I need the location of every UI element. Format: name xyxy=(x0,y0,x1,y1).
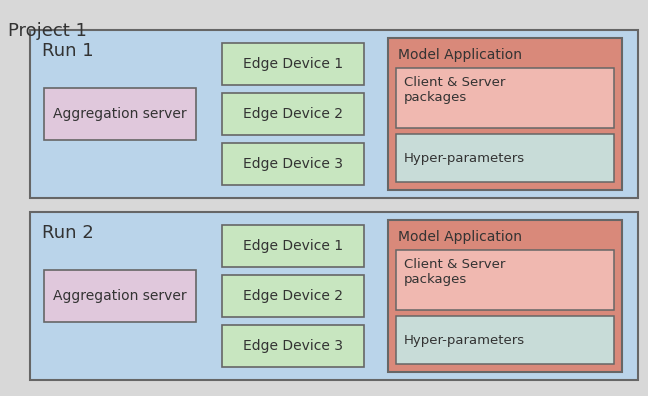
Text: Aggregation server: Aggregation server xyxy=(53,289,187,303)
Text: Hyper-parameters: Hyper-parameters xyxy=(404,152,525,165)
FancyBboxPatch shape xyxy=(30,30,638,198)
Text: Model Application: Model Application xyxy=(398,48,522,62)
Text: Project 1: Project 1 xyxy=(8,22,87,40)
FancyBboxPatch shape xyxy=(222,143,364,185)
FancyBboxPatch shape xyxy=(222,225,364,267)
Text: Run 2: Run 2 xyxy=(42,224,94,242)
FancyBboxPatch shape xyxy=(222,93,364,135)
FancyBboxPatch shape xyxy=(396,250,614,310)
Text: Client & Server
packages: Client & Server packages xyxy=(404,258,505,286)
Text: Edge Device 3: Edge Device 3 xyxy=(243,157,343,171)
Text: Model Application: Model Application xyxy=(398,230,522,244)
Text: Run 1: Run 1 xyxy=(42,42,93,60)
Text: Edge Device 1: Edge Device 1 xyxy=(243,57,343,71)
Text: Edge Device 3: Edge Device 3 xyxy=(243,339,343,353)
FancyBboxPatch shape xyxy=(396,316,614,364)
Text: Edge Device 1: Edge Device 1 xyxy=(243,239,343,253)
FancyBboxPatch shape xyxy=(222,275,364,317)
FancyBboxPatch shape xyxy=(396,68,614,128)
FancyBboxPatch shape xyxy=(388,220,622,372)
FancyBboxPatch shape xyxy=(30,212,638,380)
FancyBboxPatch shape xyxy=(396,135,614,182)
Text: Aggregation server: Aggregation server xyxy=(53,107,187,121)
Text: Client & Server
packages: Client & Server packages xyxy=(404,76,505,104)
FancyBboxPatch shape xyxy=(44,88,196,140)
Text: Edge Device 2: Edge Device 2 xyxy=(243,107,343,121)
FancyBboxPatch shape xyxy=(222,43,364,85)
Text: Hyper-parameters: Hyper-parameters xyxy=(404,334,525,347)
FancyBboxPatch shape xyxy=(388,38,622,190)
FancyBboxPatch shape xyxy=(222,325,364,367)
FancyBboxPatch shape xyxy=(44,270,196,322)
Text: Edge Device 2: Edge Device 2 xyxy=(243,289,343,303)
